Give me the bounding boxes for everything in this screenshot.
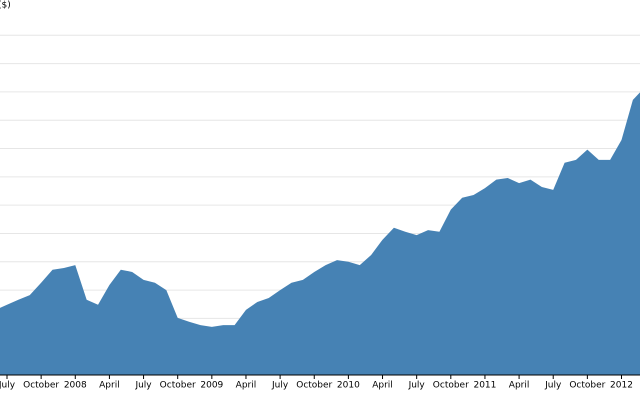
x-tick-label: October bbox=[433, 381, 469, 391]
x-tick-label: July bbox=[0, 381, 16, 391]
x-tick-label: 2008 bbox=[64, 381, 87, 391]
x-tick-label: October bbox=[569, 381, 605, 391]
x-tick-label: 2011 bbox=[473, 381, 496, 391]
x-tick-label: April bbox=[372, 381, 393, 391]
x-tick-label: 2012 bbox=[610, 381, 633, 391]
x-tick-label: April bbox=[99, 381, 120, 391]
x-axis: July October 2008 April July October 2009 April… bbox=[0, 374, 640, 391]
x-tick-label: July bbox=[134, 381, 152, 391]
plot bbox=[0, 92, 640, 375]
y-axis-label: ($) bbox=[0, 1, 11, 11]
x-tick-label: October bbox=[160, 381, 196, 391]
x-tick-label: 2010 bbox=[337, 381, 360, 391]
x-tick-label: April bbox=[509, 381, 530, 391]
area bbox=[0, 92, 640, 375]
x-tick-label: April bbox=[236, 381, 257, 391]
x-tick-label: 2009 bbox=[200, 381, 223, 391]
x-tick-label: October bbox=[296, 381, 332, 391]
x-tick-label: October bbox=[23, 381, 59, 391]
x-tick-label: July bbox=[408, 381, 426, 391]
x-tick-label: July bbox=[271, 381, 289, 391]
x-tick-label: July bbox=[544, 381, 562, 391]
